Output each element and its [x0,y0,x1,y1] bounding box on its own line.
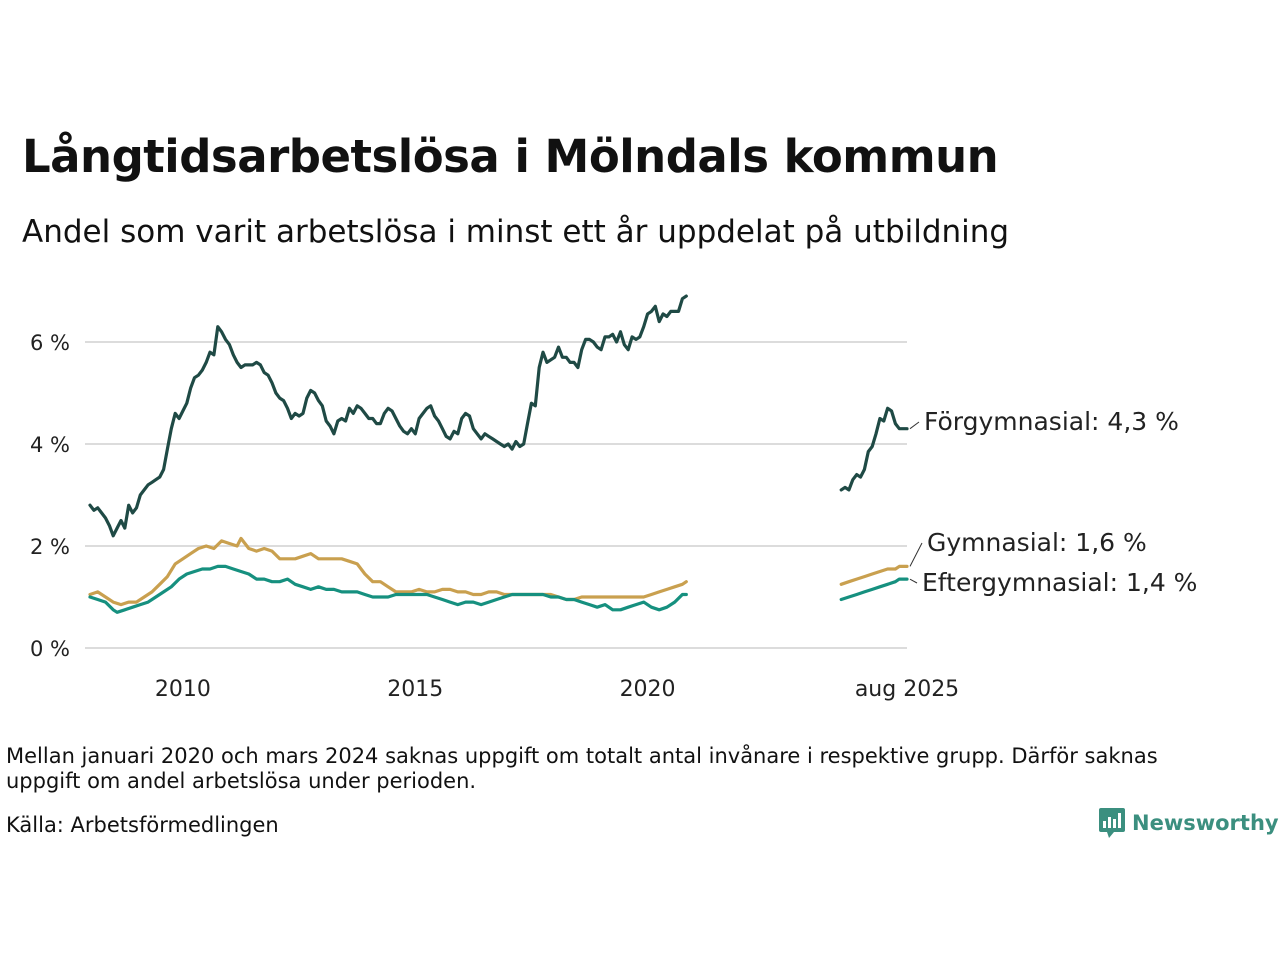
y-tick-label: 0 % [30,637,70,661]
series-line-gymnasial [839,564,909,586]
y-tick-label: 4 % [30,433,70,457]
series-label-förgymnasial: Förgymnasial: 4,3 % [924,407,1179,436]
newsworthy-logo: Newsworthy [1099,808,1279,838]
x-axis: 2010 2015 2020 aug 2025 [155,677,959,702]
bar-chart-icon [1099,808,1125,838]
x-tick-label: 2020 [620,677,676,702]
chart-title: Långtidsarbetslösa i Mölndals kommun [22,130,999,183]
label-leader-line [909,578,918,584]
x-tick-label: 2010 [155,677,211,702]
x-tick-label: 2015 [387,677,443,702]
logo-text: Newsworthy [1132,811,1279,835]
label-leader-line [909,421,920,430]
y-tick-label: 2 % [30,535,70,559]
gridlines [85,341,907,649]
y-axis: 0 % 2 % 4 % 6 % [30,331,70,661]
series-lines [88,294,909,614]
label-leader-line [909,542,923,567]
series-line-förgymnasial [839,406,909,492]
y-tick-label: 6 % [30,331,70,355]
series-line-gymnasial [88,536,688,607]
source-credit: Källa: Arbetsförmedlingen [6,813,279,837]
series-label-gymnasial: Gymnasial: 1,6 % [927,528,1147,557]
series-line-eftergymnasial [839,577,909,602]
chart-subtitle: Andel som varit arbetslösa i minst ett å… [22,214,1010,250]
series-labels: Förgymnasial: 4,3 % Gymnasial: 1,6 % Efter… [909,407,1197,597]
series-line-förgymnasial [88,294,688,538]
x-tick-label: aug 2025 [855,677,959,702]
footnote: Mellan januari 2020 och mars 2024 saknas… [6,744,1158,793]
series-label-eftergymnasial: Eftergymnasial: 1,4 % [922,568,1197,597]
series-line-eftergymnasial [88,564,688,614]
